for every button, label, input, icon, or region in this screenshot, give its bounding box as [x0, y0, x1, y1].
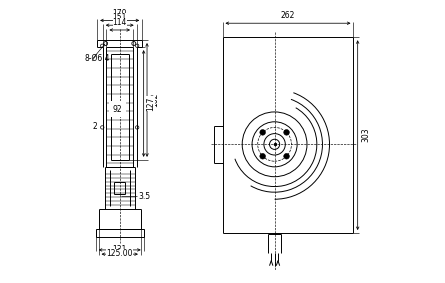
Text: 131: 131	[113, 245, 127, 254]
Circle shape	[284, 130, 289, 135]
Text: 125.00: 125.00	[106, 249, 133, 258]
Text: 262: 262	[281, 11, 295, 20]
Text: 303: 303	[361, 128, 370, 142]
Text: 162: 162	[150, 93, 159, 107]
Text: 3.5: 3.5	[138, 192, 150, 201]
Text: 170: 170	[113, 8, 127, 18]
Circle shape	[284, 153, 289, 159]
Text: 92: 92	[113, 105, 122, 113]
Text: 114: 114	[113, 18, 127, 27]
Text: 127: 127	[146, 96, 155, 111]
Circle shape	[260, 153, 266, 159]
Text: 8-Ø6.4: 8-Ø6.4	[85, 54, 110, 63]
Text: 2: 2	[93, 121, 97, 130]
Circle shape	[260, 130, 266, 135]
Text: 151: 151	[113, 13, 127, 22]
